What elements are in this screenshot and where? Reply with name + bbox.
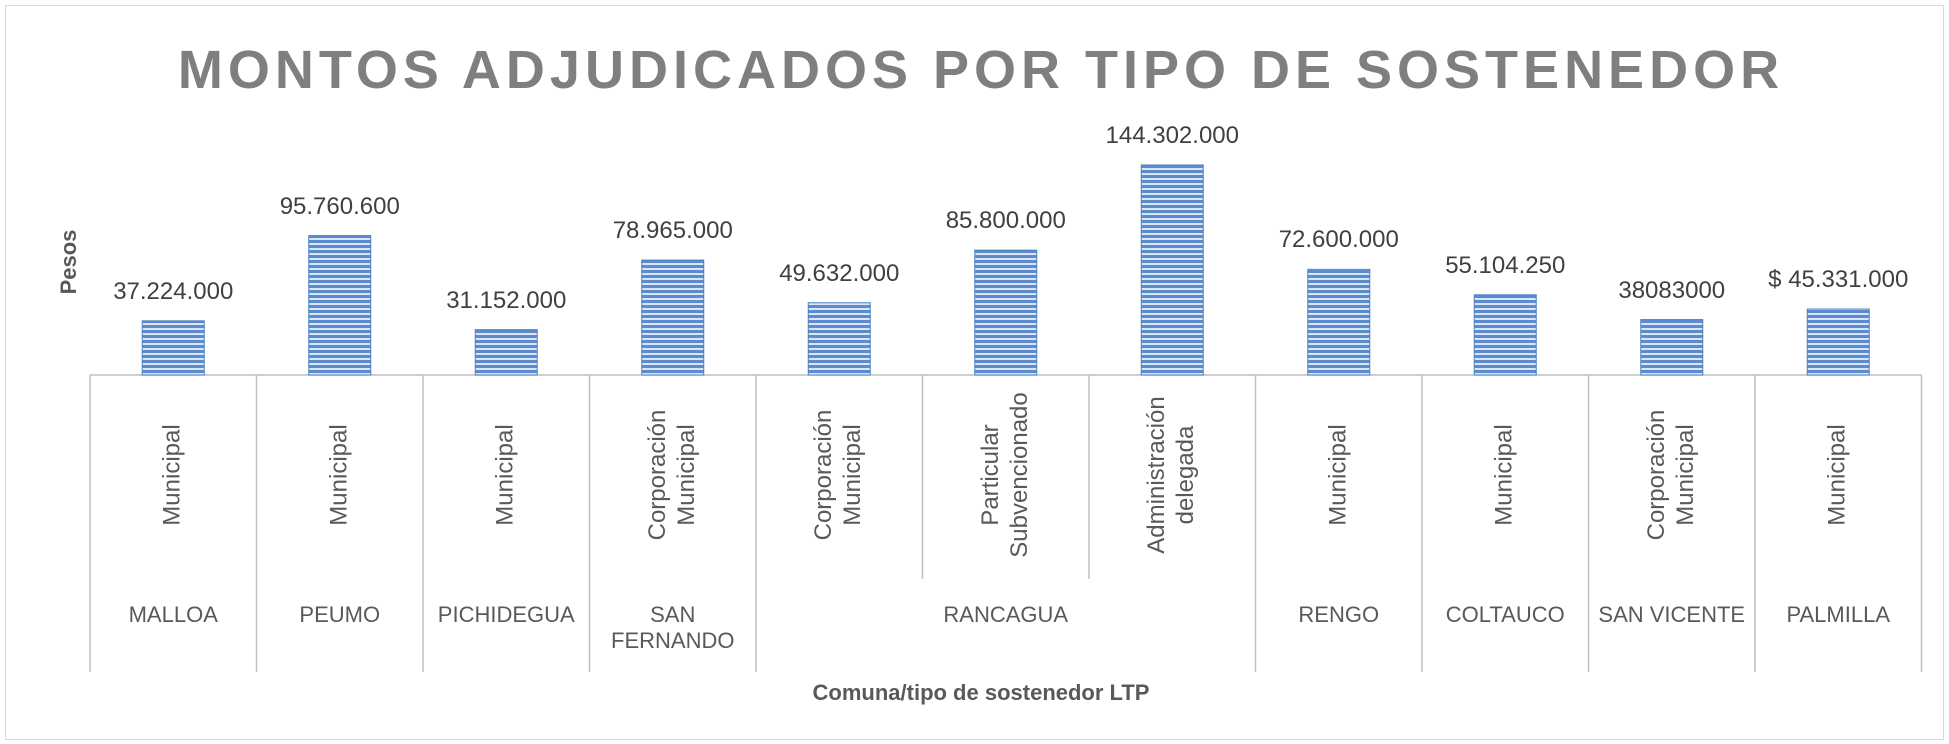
data-label: 31.152.000 [446, 286, 567, 314]
group-label: RANCAGUA [943, 602, 1069, 627]
category-label: Municipal [1823, 424, 1851, 526]
bar [807, 302, 871, 376]
data-label: 144.302.000 [1105, 122, 1239, 150]
data-label: 85.800.000 [945, 207, 1066, 235]
group-label: RENGO [1298, 602, 1380, 627]
y-axis-title: Pesos [55, 229, 81, 295]
bar [974, 249, 1038, 376]
bar [1473, 294, 1537, 376]
category-label: Municipal [1324, 424, 1352, 526]
category-label: Municipal [1490, 424, 1518, 526]
group-label: PEUMO [299, 602, 381, 627]
data-label: 78.965.000 [612, 217, 733, 245]
data-label: 38083000 [1618, 276, 1726, 304]
chart-title: MONTOS ADJUDICADOS POR TIPO DE SOSTENEDO… [177, 40, 1785, 100]
chart-frame [5, 5, 1944, 740]
group-label: PICHIDEGUA [437, 602, 575, 627]
x-axis-title: Comuna/tipo de sostenedor LTP [812, 680, 1150, 705]
category-label: Municipal [158, 424, 186, 526]
bar [1640, 319, 1704, 376]
bar [1140, 164, 1204, 376]
category-label: Corporación Municipal [1642, 409, 1699, 541]
group-label: COLTAUCO [1445, 602, 1565, 627]
bar [308, 235, 372, 376]
category-label: Administración delegada [1143, 396, 1200, 554]
data-label: 95.760.600 [279, 192, 400, 220]
category-label: Municipal [325, 424, 353, 526]
data-label: 72.600.000 [1278, 226, 1399, 254]
group-label: MALLOA [128, 602, 218, 627]
category-label: Particular Subvencionado [976, 392, 1033, 558]
bar [1806, 308, 1870, 376]
category-label: Municipal [491, 424, 519, 526]
data-label: 55.104.250 [1445, 252, 1566, 279]
category-label: Corporación Municipal [810, 409, 867, 541]
bar [1307, 268, 1371, 376]
group-label: SAN VICENTE [1598, 602, 1746, 627]
data-label: 49.632.000 [779, 259, 900, 287]
bar [474, 329, 538, 376]
data-label: $ 45.331.000 [1768, 266, 1909, 294]
group-label: SAN FERNANDO [611, 602, 735, 654]
bar [641, 259, 705, 376]
group-label: PALMILLA [1786, 602, 1891, 627]
data-label: 37.224.000 [113, 278, 234, 306]
bar [141, 320, 205, 376]
category-label: Corporación Municipal [643, 409, 700, 541]
